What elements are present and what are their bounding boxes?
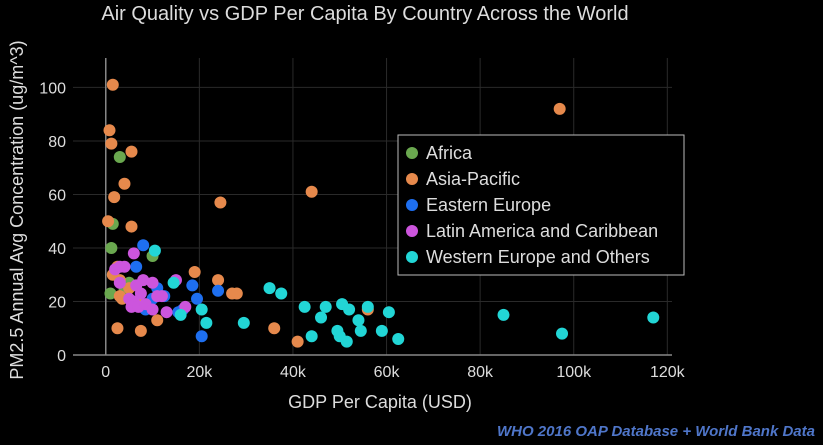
scatter-point[interactable] <box>146 276 159 289</box>
scatter-point[interactable] <box>103 124 116 137</box>
scatter-point[interactable] <box>118 260 131 273</box>
series-group <box>148 244 660 348</box>
scatter-point[interactable] <box>111 322 124 335</box>
scatter-point[interactable] <box>108 191 121 204</box>
scatter-point[interactable] <box>352 314 365 327</box>
legend-label[interactable]: Eastern Europe <box>426 195 551 215</box>
legend-marker[interactable] <box>406 147 418 159</box>
scatter-point[interactable] <box>275 287 288 300</box>
scatter-point[interactable] <box>195 303 208 316</box>
y-tick-label: 40 <box>48 241 66 258</box>
scatter-point[interactable] <box>263 282 276 295</box>
chart-title: Air Quality vs GDP Per Capita By Country… <box>101 3 628 25</box>
scatter-point[interactable] <box>497 308 510 321</box>
scatter-point[interactable] <box>361 300 374 313</box>
y-tick-label: 0 <box>57 348 66 365</box>
scatter-point[interactable] <box>382 306 395 319</box>
x-tick-label: 0 <box>101 364 110 381</box>
scatter-point[interactable] <box>125 145 138 158</box>
scatter-point[interactable] <box>212 284 225 297</box>
scatter-point[interactable] <box>268 322 281 335</box>
scatter-point[interactable] <box>305 185 318 198</box>
x-tick-label: 40k <box>280 364 307 381</box>
scatter-point[interactable] <box>319 300 332 313</box>
scatter-point[interactable] <box>160 306 173 319</box>
scatter-point[interactable] <box>556 327 569 340</box>
legend-marker[interactable] <box>406 173 418 185</box>
legend-marker[interactable] <box>406 225 418 237</box>
x-axis-label: GDP Per Capita (USD) <box>288 392 472 412</box>
scatter-point[interactable] <box>102 215 115 228</box>
legend-marker[interactable] <box>406 199 418 211</box>
legend-label[interactable]: Africa <box>426 143 473 163</box>
scatter-point[interactable] <box>200 316 213 329</box>
scatter-point[interactable] <box>343 303 356 316</box>
scatter-point[interactable] <box>195 330 208 343</box>
scatter-point[interactable] <box>113 151 126 163</box>
scatter-chart: Air Quality vs GDP Per Capita By Country… <box>7 3 686 412</box>
scatter-point[interactable] <box>105 137 118 150</box>
scatter-point[interactable] <box>291 335 304 348</box>
scatter-point[interactable] <box>392 332 405 345</box>
axes: 0 20 40 60 80 100 0 20k 40k 60k 80k 100k 120k <box>39 58 686 381</box>
scatter-point[interactable] <box>315 311 328 324</box>
x-tick-label: 20k <box>186 364 213 381</box>
scatter-point[interactable] <box>174 308 187 321</box>
scatter-point[interactable] <box>125 220 138 233</box>
scatter-point[interactable] <box>305 330 318 343</box>
y-axis-label: PM2.5 Annual Avg Concentration (ug/m^3) <box>7 40 27 379</box>
scatter-point[interactable] <box>167 276 180 289</box>
scatter-point[interactable] <box>647 311 660 324</box>
scatter-point[interactable] <box>137 239 150 252</box>
legend-label[interactable]: Asia-Pacific <box>426 169 520 189</box>
legend-box <box>397 134 685 276</box>
scatter-point[interactable] <box>230 287 243 300</box>
scatter-point[interactable] <box>375 324 388 337</box>
scatter-point[interactable] <box>134 324 147 337</box>
scatter-point[interactable] <box>118 177 131 190</box>
scatter-point[interactable] <box>106 78 119 91</box>
scatter-point[interactable] <box>298 300 311 313</box>
scatter-point[interactable] <box>188 266 201 279</box>
grid <box>73 58 672 355</box>
x-tick-label: 120k <box>650 364 686 381</box>
legend-label[interactable]: Western Europe and Others <box>426 247 650 267</box>
scatter-point[interactable] <box>191 292 204 305</box>
x-tick-label: 60k <box>374 364 401 381</box>
scatter-point[interactable] <box>354 324 367 337</box>
scatter-point[interactable] <box>214 196 227 209</box>
data-source-credit: WHO 2016 OAP Database + World Bank Data <box>496 423 815 440</box>
y-tick-label: 20 <box>48 294 66 311</box>
legend-marker[interactable] <box>406 251 418 263</box>
legend-label[interactable]: Latin America and Caribbean <box>426 221 658 241</box>
scatter-point[interactable] <box>134 287 147 300</box>
scatter-point[interactable] <box>104 287 117 300</box>
legend[interactable]: Africa Asia-Pacific Eastern Europe Latin Am… <box>397 134 685 276</box>
scatter-point[interactable] <box>155 290 168 303</box>
y-tick-label: 100 <box>39 80 66 97</box>
scatter-point[interactable] <box>148 244 161 257</box>
scatter-point[interactable] <box>553 102 566 115</box>
scatter-point[interactable] <box>186 279 199 292</box>
scatter-point[interactable] <box>212 274 225 287</box>
series-group <box>102 78 566 348</box>
scatter-point[interactable] <box>127 247 140 260</box>
scatter-point[interactable] <box>137 274 150 287</box>
scatter-point[interactable] <box>151 314 164 327</box>
scatter-point[interactable] <box>146 303 159 316</box>
scatter-point[interactable] <box>130 260 143 273</box>
y-tick-label: 80 <box>48 134 66 151</box>
y-tick-label: 60 <box>48 187 66 204</box>
scatter-point[interactable] <box>113 276 126 289</box>
scatter-point[interactable] <box>340 335 353 348</box>
scatter-point[interactable] <box>237 316 250 329</box>
data-points[interactable] <box>102 78 660 348</box>
scatter-point[interactable] <box>105 241 118 254</box>
x-tick-label: 80k <box>467 364 494 381</box>
x-tick-label: 100k <box>556 364 592 381</box>
